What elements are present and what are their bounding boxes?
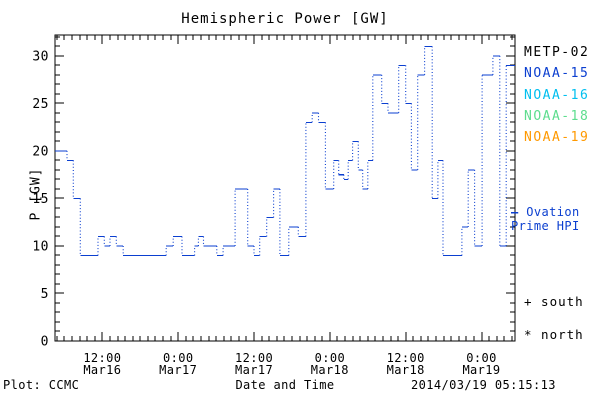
y-tick-label: 5: [41, 287, 49, 302]
x-tick-label: 12:00: [235, 351, 273, 365]
y-tick-label: 30: [32, 49, 49, 64]
y-tick-labels: 0 5 10 15 20 25 30: [32, 49, 49, 350]
x-tick-label: Mar18: [311, 363, 349, 377]
chart-title: Hemispheric Power [GW]: [181, 11, 389, 27]
x-tick-label: 12:00: [83, 351, 121, 365]
x-tick-labels: 12:00Mar160:00Mar1712:00Mar170:00Mar1812…: [83, 351, 500, 377]
line-sample-icon: —: [511, 205, 519, 219]
x-tick-label: 0:00: [466, 351, 497, 365]
legend-item-noaa18: NOAA-18: [524, 109, 590, 124]
y-tick-label: 25: [32, 97, 49, 112]
plot-credit: Plot: CCMC: [3, 378, 80, 392]
x-tick-label: 0:00: [163, 351, 194, 365]
legend-item-noaa16: NOAA-16: [524, 88, 590, 103]
hpi-curve: [55, 45, 515, 257]
axis-ticks: [55, 35, 515, 341]
y-tick-label: 15: [32, 192, 49, 207]
legend-item-noaa19: NOAA-19: [524, 130, 590, 145]
x-tick-label: Mar18: [387, 363, 425, 377]
legend-item-noaa15: NOAA-15: [524, 66, 590, 81]
y-tick-label: 10: [32, 239, 49, 254]
south-marker-label: + south: [524, 294, 584, 309]
x-tick-label: Mar17: [159, 363, 197, 377]
x-tick-label: Mar19: [462, 363, 500, 377]
north-marker-label: * north: [524, 327, 584, 342]
x-tick-label: 0:00: [315, 351, 346, 365]
plot-timestamp: 2014/03/19 05:15:13: [411, 378, 556, 392]
legend-item-metp02: METP-02: [524, 45, 590, 60]
x-axis-title: Date and Time: [235, 378, 335, 392]
ovation-prime-label: — Ovation Prime HPI: [511, 205, 580, 233]
y-tick-label: 0: [41, 335, 49, 350]
plot-frame: [54, 34, 516, 342]
x-tick-label: Mar17: [235, 363, 273, 377]
x-tick-label: 12:00: [387, 351, 425, 365]
x-tick-label: Mar16: [83, 363, 121, 377]
y-tick-label: 20: [32, 144, 49, 159]
